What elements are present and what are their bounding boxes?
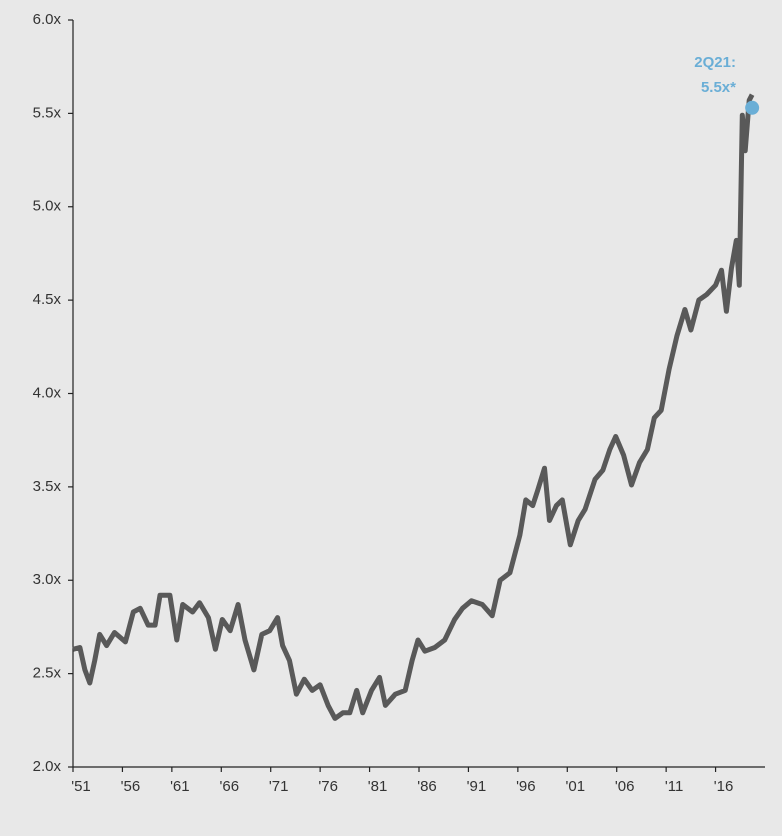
y-tick-label: 4.0x (33, 384, 62, 401)
y-tick-label: 2.0x (33, 758, 62, 775)
x-tick-label: '81 (368, 778, 388, 795)
x-tick-label: '11 (665, 778, 683, 795)
x-tick-label: '61 (170, 778, 190, 795)
y-tick-label: 3.5x (33, 478, 62, 495)
data-line (72, 93, 755, 721)
y-tick-label: 4.5x (33, 291, 62, 308)
x-tick-label: '51 (71, 778, 91, 795)
y-tick-label: 5.5x (33, 104, 62, 121)
x-tick-label: '96 (516, 778, 536, 795)
x-tick-label: '01 (566, 778, 586, 795)
x-tick-label: '16 (714, 778, 734, 795)
y-tick-label: 2.5x (33, 665, 62, 682)
x-tick-label: '76 (318, 778, 338, 795)
x-tick-label: '56 (121, 778, 141, 795)
annotation-point (745, 100, 760, 115)
x-tick-label: '91 (467, 778, 487, 795)
annotation-label: 2Q21: (694, 54, 736, 71)
annotation-label: 5.5x* (701, 79, 736, 96)
y-tick-label: 6.0x (33, 11, 62, 28)
x-tick-label: '06 (615, 778, 635, 795)
y-tick-label: 3.0x (33, 571, 62, 588)
x-tick-label: '71 (269, 778, 289, 795)
x-tick-label: '86 (417, 778, 437, 795)
y-tick-label: 5.0x (33, 198, 62, 215)
x-tick-label: '66 (220, 778, 240, 795)
